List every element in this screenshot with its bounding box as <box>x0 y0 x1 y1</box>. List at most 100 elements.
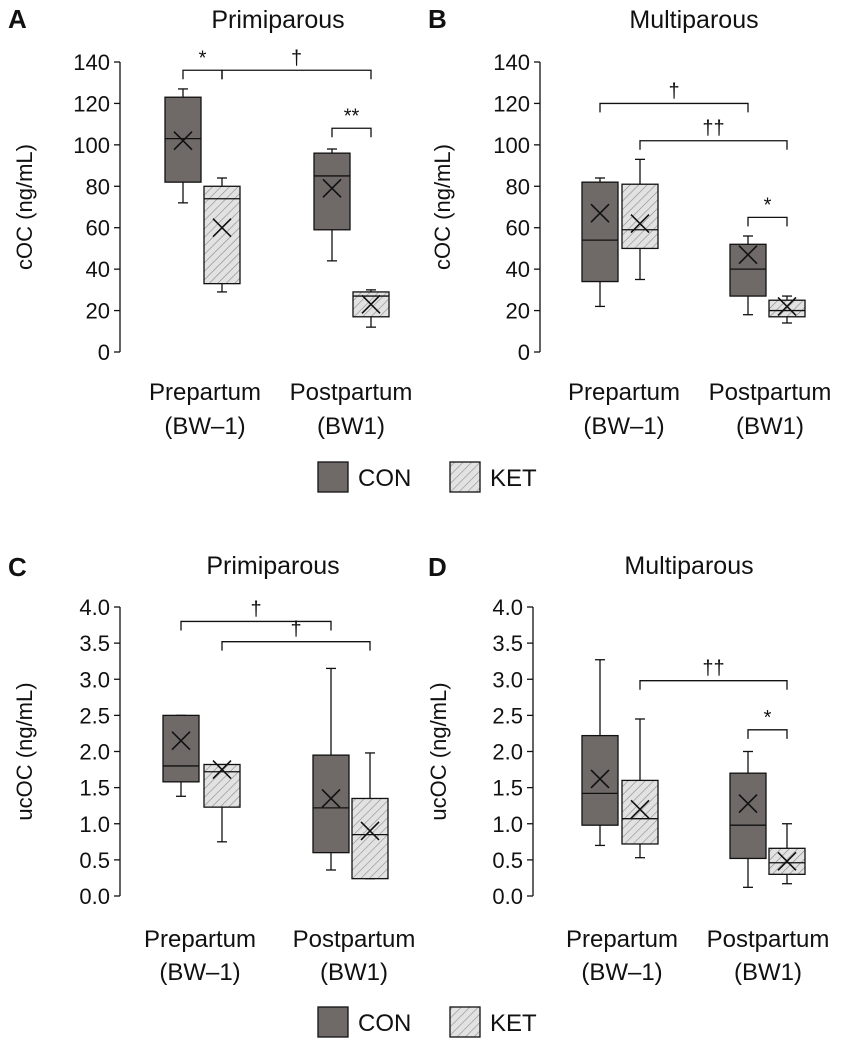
mean-marker <box>361 294 381 314</box>
significance-bracket <box>639 680 788 690</box>
y-tick-label: 20 <box>86 299 110 324</box>
significance-bracket <box>182 69 223 80</box>
box-con <box>729 235 767 316</box>
y-tick-label: 3.5 <box>79 631 110 656</box>
y-tick-label: 1.5 <box>492 776 523 801</box>
y-tick-label: 60 <box>86 216 110 241</box>
panel-letter: A <box>8 4 27 34</box>
category-label: Postpartum <box>707 926 830 953</box>
category-sublabel: (BW–1) <box>159 959 240 986</box>
category-sublabel: (BW–1) <box>164 413 245 440</box>
box-ket <box>621 718 659 859</box>
panel-letter: B <box>428 4 447 34</box>
y-axis-title: cOC (ng/mL) <box>430 144 455 270</box>
y-tick-label: 1.0 <box>492 812 523 837</box>
iqr-box <box>162 714 200 783</box>
y-tick-label: 3.0 <box>79 667 110 692</box>
iqr-box <box>203 763 241 808</box>
box-con <box>581 659 619 847</box>
significance-bracket <box>747 729 788 739</box>
mean-marker <box>173 131 193 151</box>
mean-marker <box>321 788 341 809</box>
y-tick-label: 0.0 <box>79 884 110 909</box>
y-tick-label: 0.5 <box>492 848 523 873</box>
mean-marker <box>777 296 797 316</box>
iqr-box <box>621 779 659 845</box>
mean-marker <box>630 799 650 819</box>
mean-marker <box>738 245 758 265</box>
y-tick-label: 2.5 <box>79 703 110 728</box>
mean-marker <box>322 178 342 198</box>
iqr-box <box>729 772 767 860</box>
legend-label-con: CON <box>358 465 411 492</box>
category-sublabel: (BW1) <box>317 413 385 440</box>
significance-label: † <box>250 598 261 620</box>
box-ket <box>351 752 389 880</box>
significance-label: † <box>291 47 302 69</box>
legend: CON KET <box>317 461 537 493</box>
legend: CON KET <box>317 1006 537 1038</box>
y-tick-label: 120 <box>73 91 110 116</box>
iqr-box <box>313 152 351 231</box>
box-ket <box>203 759 241 843</box>
y-tick-label: 0 <box>518 340 530 365</box>
box-con <box>164 88 202 204</box>
legend-label-ket: KET <box>490 1010 537 1037</box>
y-tick-label: 4.0 <box>492 595 523 620</box>
y-tick-label: 0.5 <box>79 848 110 873</box>
box-con <box>729 750 767 888</box>
significance-bracket <box>747 216 788 227</box>
iqr-box <box>729 243 767 297</box>
panel-b: B Multiparous 0 20 40 60 80 100 120 140 cOC (ng/mL… <box>428 4 831 440</box>
iqr-box <box>768 299 806 318</box>
y-axis-title: ucOC (ng/mL) <box>12 682 37 820</box>
y-tick-label: 20 <box>506 299 530 324</box>
y-tick-label: 40 <box>506 257 530 282</box>
y-tick-label: 80 <box>506 174 530 199</box>
iqr-box <box>312 754 350 854</box>
category-label: Prepartum <box>566 926 678 953</box>
legend-label-ket: KET <box>490 465 537 492</box>
significance-bracket <box>599 102 749 113</box>
iqr-box <box>621 183 659 250</box>
y-tick-label: 140 <box>73 50 110 75</box>
mean-marker <box>212 759 232 780</box>
panel-title: Primiparous <box>211 6 344 34</box>
box-ket <box>768 295 806 324</box>
y-tick-label: 1.0 <box>79 812 110 837</box>
panel-title: Multiparous <box>629 6 758 34</box>
panel-letter: D <box>428 552 447 582</box>
y-tick-label: 0 <box>98 340 110 365</box>
iqr-box <box>581 734 619 826</box>
mean-marker <box>171 731 191 751</box>
significance-label: * <box>764 707 772 729</box>
iqr-box <box>351 797 389 880</box>
mean-marker <box>777 851 797 871</box>
box-con <box>162 714 200 797</box>
box-con <box>581 177 619 308</box>
y-tick-label: 1.5 <box>79 776 110 801</box>
box-con <box>313 148 351 262</box>
category-label: Prepartum <box>144 926 256 953</box>
significance-bracket <box>221 69 372 80</box>
iqr-box <box>581 181 619 283</box>
category-label: Prepartum <box>568 379 680 406</box>
box-ket <box>621 158 659 281</box>
legend-swatch-ket <box>449 461 481 493</box>
significance-label: † <box>668 80 679 102</box>
panel-title: Multiparous <box>624 552 753 580</box>
category-label: Postpartum <box>290 379 413 406</box>
legend-label-con: CON <box>358 1010 411 1037</box>
mean-marker <box>590 203 610 223</box>
y-tick-label: 100 <box>73 133 110 158</box>
y-axis-title: cOC (ng/mL) <box>12 144 37 270</box>
significance-label: * <box>199 47 207 69</box>
significance-label: * <box>764 194 772 216</box>
legend-swatch-con <box>317 461 349 493</box>
significance-bracket <box>221 641 371 651</box>
category-sublabel: (BW–1) <box>583 413 664 440</box>
panel-c: C Primiparous 0.0 0.5 1.0 1.5 2.0 2.5 3.0 3.5 4.0 u… <box>8 552 415 986</box>
y-tick-label: 60 <box>506 216 530 241</box>
box-ket <box>352 289 390 328</box>
